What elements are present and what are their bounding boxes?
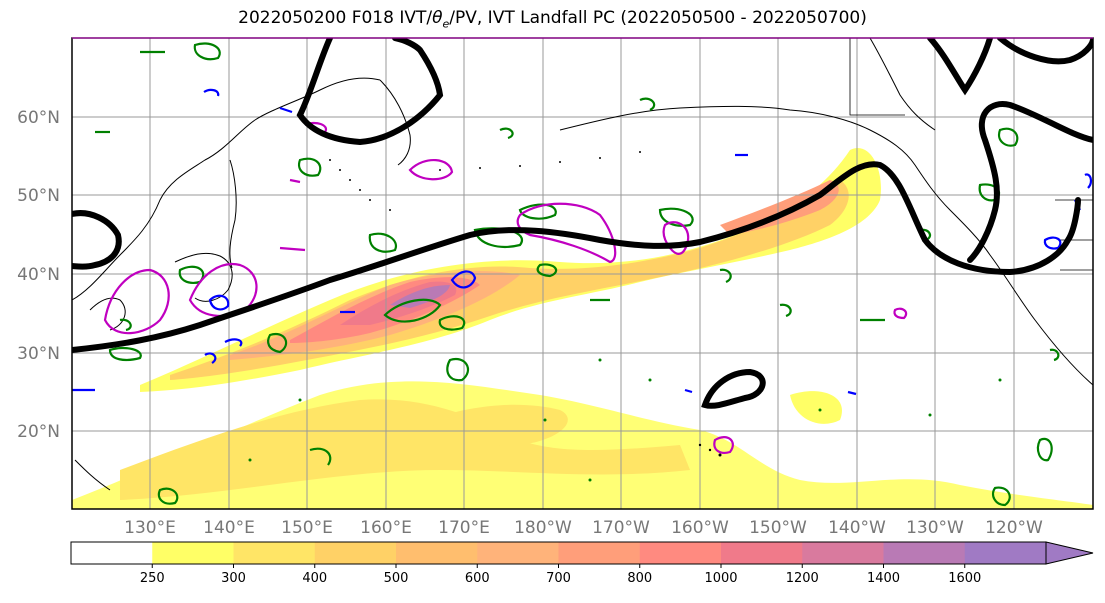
- graticule: [72, 38, 1093, 509]
- pv-contours-blue: [72, 88, 1093, 396]
- lon-label-140w: 140°W: [828, 518, 886, 538]
- pc-contours: [72, 38, 1093, 409]
- lon-label-180w: 180°W: [514, 518, 572, 538]
- coastlines: [72, 38, 1093, 491]
- colorbar-tick-label: 1200: [786, 571, 819, 586]
- colorbar-cell: [964, 542, 1047, 564]
- pv-contours-magenta: [103, 121, 908, 454]
- colorbar-tick-label: 600: [465, 571, 490, 586]
- lon-label-170e: 170°E: [438, 518, 490, 538]
- colorbar-cell: [558, 542, 641, 564]
- colorbar-cell: [639, 542, 722, 564]
- colorbar-cell: [802, 542, 884, 564]
- lat-label-60: 60°N: [17, 108, 60, 128]
- lon-label-150w: 150°W: [749, 518, 807, 538]
- ivt-fill: [72, 148, 1093, 509]
- colorbar-tick-label: 250: [140, 571, 165, 586]
- lon-label-160e: 160°E: [360, 518, 412, 538]
- colorbar-cell: [396, 542, 478, 564]
- lon-label-120w: 120°W: [985, 518, 1043, 538]
- colorbar: 250 300 400 500 600 700 800 1000 1200 1400 1600: [70, 541, 1094, 586]
- lon-label-140e: 140°E: [203, 518, 255, 538]
- chart-title: 2022050200 F018 IVT/θe/PV, IVT Landfall …: [238, 8, 867, 31]
- colorbar-tick-label: 800: [627, 571, 652, 586]
- lon-label-170w: 170°W: [592, 518, 650, 538]
- colorbar-tick-label: 700: [546, 571, 571, 586]
- lat-label-30: 30°N: [17, 344, 60, 364]
- colorbar-cell: [721, 542, 803, 564]
- colorbar-cell: [152, 542, 234, 564]
- colorbar-tick-label: 1600: [948, 571, 981, 586]
- colorbar-extend-arrow: [1045, 541, 1094, 565]
- colorbar-cell: [883, 542, 966, 564]
- lon-label-130e: 130°E: [124, 518, 176, 538]
- colorbar-tick-label: 1000: [704, 571, 737, 586]
- lat-label-20: 20°N: [17, 422, 60, 442]
- colorbar-tick-label: 300: [221, 571, 246, 586]
- theta-e-dots: [248, 358, 1002, 482]
- colorbar-cell: [314, 542, 397, 564]
- lon-label-130w: 130°W: [906, 518, 964, 538]
- colorbar-cell: [71, 542, 153, 564]
- colorbar-tick-label: 1400: [867, 571, 900, 586]
- lat-label-50: 50°N: [17, 186, 60, 206]
- colorbar-cell: [477, 542, 559, 564]
- colorbar-tick-label: 400: [302, 571, 327, 586]
- island-chains: [329, 151, 722, 457]
- colorbar-cell: [233, 542, 316, 564]
- lon-label-160w: 160°W: [671, 518, 729, 538]
- lon-label-150e: 150°E: [281, 518, 333, 538]
- lat-label-40: 40°N: [17, 265, 60, 285]
- colorbar-tick-label: 500: [384, 571, 409, 586]
